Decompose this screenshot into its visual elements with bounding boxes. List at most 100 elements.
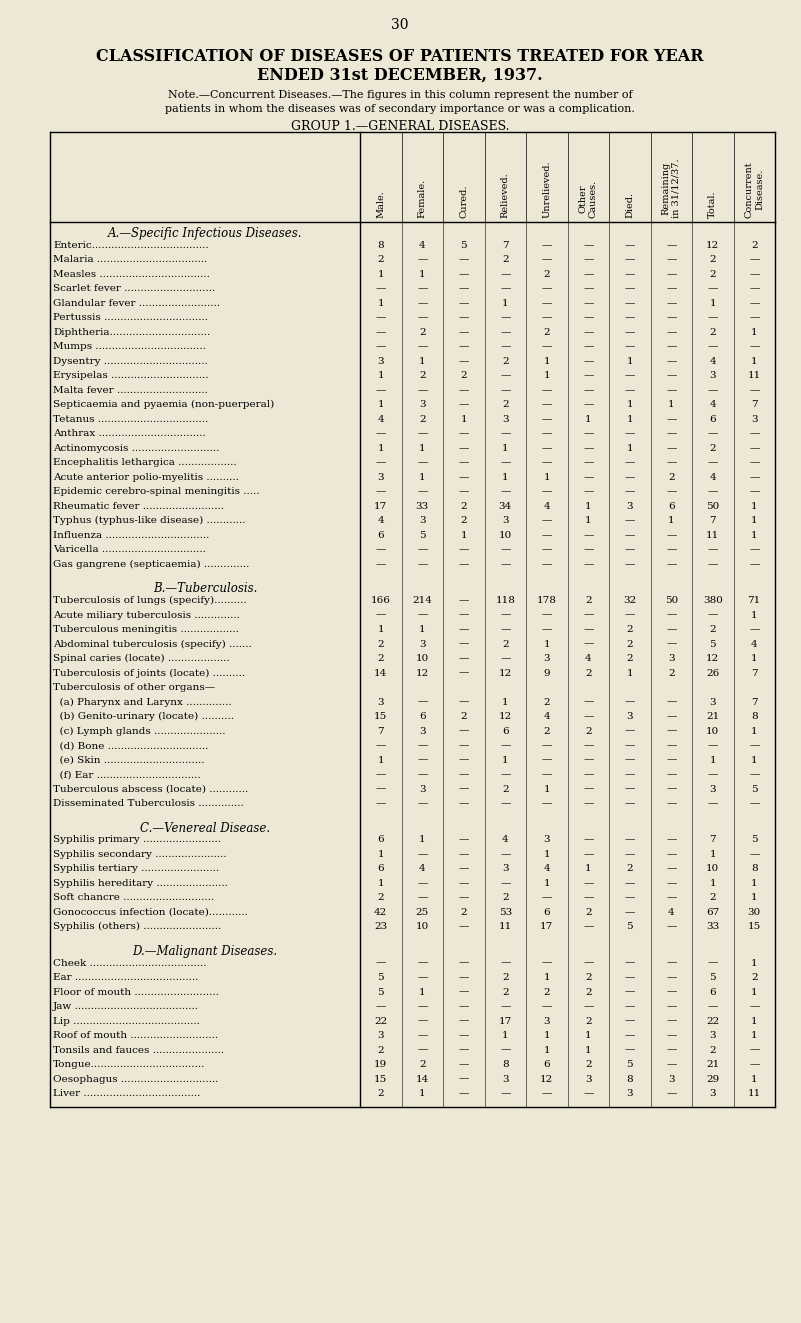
- Text: —: —: [500, 386, 510, 394]
- Text: Dysentry ................................: Dysentry ...............................…: [53, 357, 207, 365]
- Text: —: —: [541, 343, 552, 352]
- Text: Syphilis tertiary ........................: Syphilis tertiary ......................…: [53, 864, 219, 873]
- Text: —: —: [749, 741, 759, 750]
- Text: —: —: [749, 472, 759, 482]
- Text: 17: 17: [499, 1016, 512, 1025]
- Text: —: —: [625, 1045, 635, 1054]
- Text: 1: 1: [377, 299, 384, 308]
- Text: —: —: [625, 908, 635, 917]
- Text: Syphilis primary ........................: Syphilis primary .......................…: [53, 835, 221, 844]
- Text: —: —: [625, 878, 635, 888]
- Text: —: —: [458, 1060, 469, 1069]
- Text: 3: 3: [502, 864, 509, 873]
- Text: —: —: [417, 1031, 428, 1040]
- Text: 6: 6: [710, 987, 716, 996]
- Text: 1: 1: [668, 516, 674, 525]
- Text: —: —: [666, 864, 676, 873]
- Text: —: —: [707, 314, 718, 323]
- Text: 26: 26: [706, 668, 719, 677]
- Text: 1: 1: [751, 755, 758, 765]
- Text: —: —: [583, 560, 594, 569]
- Text: 1: 1: [377, 878, 384, 888]
- Text: 2: 2: [502, 357, 509, 365]
- Text: —: —: [666, 1016, 676, 1025]
- Text: 4: 4: [377, 516, 384, 525]
- Text: —: —: [625, 987, 635, 996]
- Text: 5: 5: [751, 835, 758, 844]
- Text: Rheumatic fever .........................: Rheumatic fever ........................…: [53, 501, 224, 511]
- Text: 2: 2: [543, 726, 550, 736]
- Text: —: —: [749, 1002, 759, 1011]
- Text: 3: 3: [710, 1089, 716, 1098]
- Text: —: —: [458, 610, 469, 619]
- Text: 1: 1: [626, 357, 633, 365]
- Text: 2: 2: [543, 270, 550, 279]
- Text: 1: 1: [710, 878, 716, 888]
- Text: Gonococcus infection (locate)............: Gonococcus infection (locate)...........…: [53, 908, 248, 917]
- Text: 4: 4: [751, 639, 758, 648]
- Text: —: —: [417, 560, 428, 569]
- Text: 25: 25: [416, 908, 429, 917]
- Text: 32: 32: [623, 597, 636, 605]
- Text: —: —: [749, 314, 759, 323]
- Text: 3: 3: [626, 712, 633, 721]
- Text: —: —: [458, 472, 469, 482]
- Text: 1: 1: [585, 1031, 592, 1040]
- Text: 1: 1: [377, 270, 384, 279]
- Text: —: —: [417, 878, 428, 888]
- Text: —: —: [583, 472, 594, 482]
- Text: Tuberculous meningitis ..................: Tuberculous meningitis .................…: [53, 624, 239, 634]
- Text: 2: 2: [377, 639, 384, 648]
- Text: —: —: [376, 770, 386, 779]
- Text: 4: 4: [502, 835, 509, 844]
- Text: 3: 3: [668, 1074, 674, 1084]
- Text: (a) Pharynx and Larynx ..............: (a) Pharynx and Larynx ..............: [53, 697, 231, 706]
- Text: —: —: [625, 959, 635, 967]
- Text: 2: 2: [502, 987, 509, 996]
- Text: 2: 2: [419, 415, 425, 423]
- Text: Acute miliary tuberculosis ..............: Acute miliary tuberculosis .............…: [53, 610, 239, 619]
- Text: Diphtheria...............................: Diphtheria..............................…: [53, 328, 210, 337]
- Text: —: —: [500, 959, 510, 967]
- Text: Disseminated Tuberculosis ..............: Disseminated Tuberculosis ..............: [53, 799, 244, 808]
- Text: —: —: [583, 531, 594, 540]
- Text: 2: 2: [668, 472, 674, 482]
- Text: 30: 30: [391, 19, 409, 32]
- Text: —: —: [583, 893, 594, 902]
- Text: —: —: [749, 545, 759, 554]
- Text: 8: 8: [751, 864, 758, 873]
- Text: 1: 1: [585, 415, 592, 423]
- Text: 1: 1: [461, 415, 467, 423]
- Text: —: —: [376, 284, 386, 294]
- Text: 7: 7: [502, 241, 509, 250]
- Text: —: —: [541, 443, 552, 452]
- Text: —: —: [458, 487, 469, 496]
- Text: Cured.: Cured.: [459, 184, 469, 218]
- Text: —: —: [583, 770, 594, 779]
- Text: —: —: [417, 1045, 428, 1054]
- Text: —: —: [749, 443, 759, 452]
- Text: 2: 2: [710, 328, 716, 337]
- Text: 4: 4: [710, 401, 716, 409]
- Text: —: —: [417, 610, 428, 619]
- Text: Floor of mouth ..........................: Floor of mouth .........................…: [53, 987, 219, 996]
- Text: 1: 1: [543, 974, 550, 982]
- Text: 3: 3: [585, 1074, 592, 1084]
- Text: —: —: [625, 472, 635, 482]
- Text: —: —: [749, 1060, 759, 1069]
- Text: —: —: [417, 741, 428, 750]
- Text: —: —: [625, 299, 635, 308]
- Text: 2: 2: [710, 893, 716, 902]
- Text: —: —: [625, 372, 635, 380]
- Text: —: —: [666, 545, 676, 554]
- Text: Tuberculous abscess (locate) ............: Tuberculous abscess (locate) ...........…: [53, 785, 248, 794]
- Text: 1: 1: [419, 835, 425, 844]
- Text: —: —: [541, 429, 552, 438]
- Text: —: —: [583, 1089, 594, 1098]
- Text: —: —: [458, 1016, 469, 1025]
- Text: —: —: [417, 386, 428, 394]
- Text: —: —: [541, 401, 552, 409]
- Text: —: —: [417, 284, 428, 294]
- Text: 1: 1: [543, 1045, 550, 1054]
- Text: 3: 3: [751, 415, 758, 423]
